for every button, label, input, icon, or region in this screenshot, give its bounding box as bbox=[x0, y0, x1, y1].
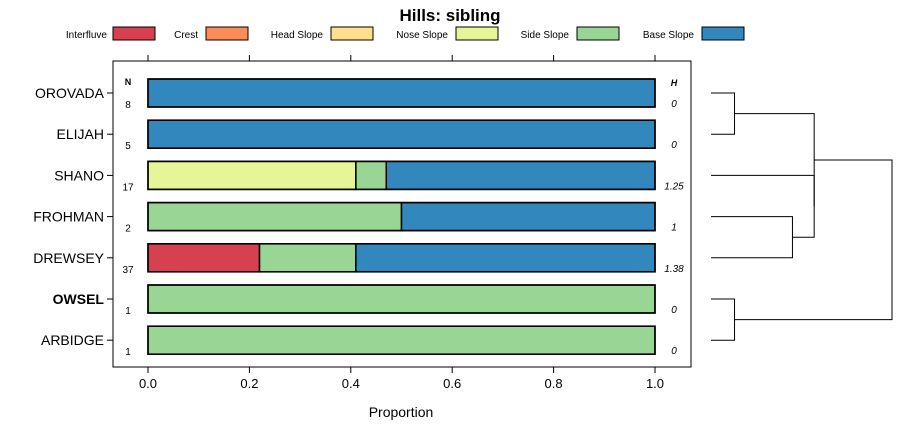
chart-title: Hills: sibling bbox=[399, 6, 500, 25]
bar-segment-4-5 bbox=[355, 243, 656, 273]
category-label-0: OROVADA bbox=[35, 85, 105, 101]
legend-label-0: Interfluve bbox=[66, 30, 108, 41]
bar-outline-0 bbox=[147, 78, 656, 108]
h-value-0: 0 bbox=[671, 99, 677, 110]
dendrogram-merge-0 bbox=[711, 92, 736, 135]
h-header: H bbox=[671, 78, 678, 88]
category-label-1: ELIJAH bbox=[57, 126, 104, 142]
h-value-2: 1.25 bbox=[664, 181, 684, 192]
h-value-6: 0 bbox=[671, 346, 677, 357]
n-value-1: 5 bbox=[125, 141, 131, 152]
bar-segment-2-5 bbox=[385, 160, 656, 191]
legend-label-4: Side Slope bbox=[521, 30, 570, 41]
bar-outline-3 bbox=[147, 201, 656, 232]
x-tick-label-4: 0.8 bbox=[545, 376, 563, 391]
dendrogram-merge-1 bbox=[711, 216, 793, 259]
bar-row-2: SHANO 17 1.25 bbox=[54, 160, 684, 193]
dendrogram-merge-5 bbox=[734, 159, 893, 321]
bar-row-5: OWSEL 1 0 bbox=[53, 284, 677, 317]
bar-outline-5 bbox=[147, 284, 656, 314]
bar-segment-4-0 bbox=[147, 243, 261, 273]
bar-segment-2-4 bbox=[355, 160, 388, 191]
bar-segment-1-5 bbox=[147, 119, 656, 149]
legend-swatch-3 bbox=[455, 26, 499, 41]
legend-label-2: Head Slope bbox=[271, 30, 324, 41]
x-tick-label-0: 0.0 bbox=[139, 376, 157, 391]
category-label-5: OWSEL bbox=[53, 291, 105, 307]
h-value-4: 1.38 bbox=[664, 264, 684, 275]
dendrogram bbox=[711, 92, 893, 341]
category-label-3: FROHMAN bbox=[33, 209, 104, 225]
legend: Interfluve Crest Head Slope Nose Slope Side … bbox=[66, 26, 745, 41]
dendrogram-merge-2 bbox=[711, 174, 815, 238]
category-label-6: ARBIDGE bbox=[41, 332, 104, 348]
bar-outline-6 bbox=[147, 325, 656, 355]
plot-frame bbox=[112, 60, 692, 368]
dendrogram-merge-3 bbox=[734, 113, 815, 207]
x-tick-label-5: 1.0 bbox=[646, 376, 664, 391]
n-value-0: 8 bbox=[125, 100, 131, 111]
bar-segment-0-5 bbox=[147, 78, 656, 108]
legend-swatch-2 bbox=[330, 26, 374, 41]
bar-row-4: DREWSEY 37 1.38 bbox=[33, 243, 684, 276]
legend-swatch-5 bbox=[701, 26, 745, 41]
x-tick-label-2: 0.4 bbox=[342, 376, 360, 391]
dendrogram-merge-4 bbox=[711, 298, 736, 341]
bar-segment-3-4 bbox=[147, 201, 403, 232]
bar-segment-3-5 bbox=[400, 201, 656, 232]
n-value-5: 1 bbox=[125, 306, 131, 317]
category-label-2: SHANO bbox=[54, 167, 104, 183]
plot-area: 0.0 0.2 0.4 0.6 0.8 1.0 N H OROVADA 8 0 ELIJAH 5 0 SHA… bbox=[33, 55, 692, 391]
legend-swatch-0 bbox=[112, 26, 156, 41]
n-value-6: 1 bbox=[125, 347, 131, 358]
bar-row-3: FROHMAN 2 1 bbox=[33, 201, 677, 235]
bar-outline-4 bbox=[147, 243, 656, 273]
bar-row-1: ELIJAH 5 0 bbox=[57, 119, 677, 152]
h-value-3: 1 bbox=[671, 223, 677, 234]
n-value-4: 37 bbox=[122, 265, 134, 276]
bar-segment-5-4 bbox=[147, 284, 656, 314]
h-value-5: 0 bbox=[671, 305, 677, 316]
x-tick-label-1: 0.2 bbox=[240, 376, 258, 391]
legend-swatch-4 bbox=[576, 26, 620, 41]
n-value-3: 2 bbox=[125, 224, 131, 235]
h-value-1: 0 bbox=[671, 140, 677, 151]
bar-row-0: OROVADA 8 0 bbox=[35, 78, 677, 111]
bar-row-6: ARBIDGE 1 0 bbox=[41, 325, 677, 358]
x-tick-label-3: 0.6 bbox=[443, 376, 461, 391]
bar-segment-2-3 bbox=[147, 160, 357, 191]
legend-label-1: Crest bbox=[174, 30, 198, 41]
legend-label-5: Base Slope bbox=[643, 30, 695, 41]
category-label-4: DREWSEY bbox=[33, 250, 104, 266]
n-header: N bbox=[125, 77, 132, 87]
x-axis-label: Proportion bbox=[369, 404, 434, 420]
bar-segment-6-4 bbox=[147, 325, 656, 355]
n-value-2: 17 bbox=[122, 182, 134, 193]
legend-label-3: Nose Slope bbox=[396, 30, 448, 41]
bar-outline-1 bbox=[147, 119, 656, 149]
legend-swatch-1 bbox=[205, 26, 249, 41]
bar-segment-4-4 bbox=[258, 243, 357, 273]
bar-outline-2 bbox=[147, 160, 656, 191]
